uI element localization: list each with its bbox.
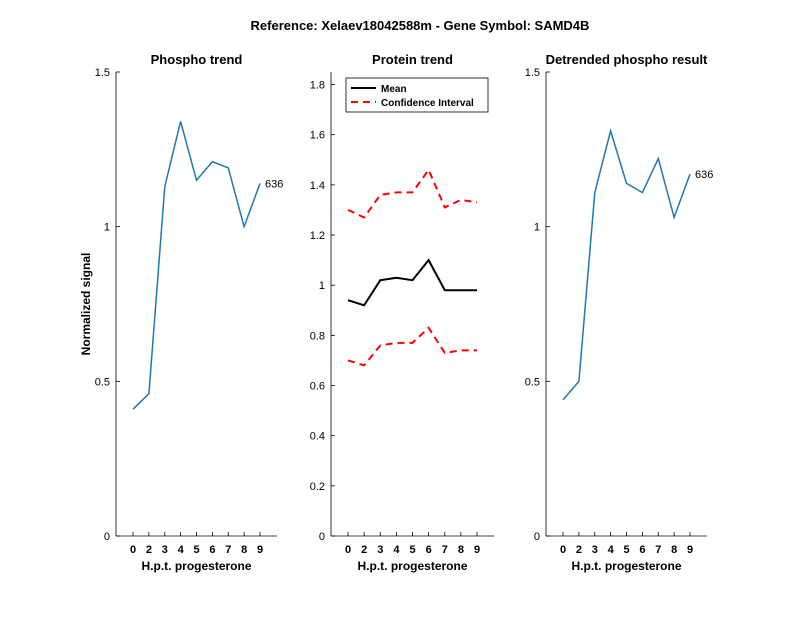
phospho-trend-xtick-label: 9 xyxy=(257,544,263,556)
protein-trend-title: Protein trend xyxy=(372,52,453,67)
protein-trend-ytick-label: 1.4 xyxy=(310,180,325,192)
detrended-phospho-xtick-label: 4 xyxy=(608,544,615,556)
detrended-phospho-xtick-label: 8 xyxy=(671,544,677,556)
phospho-trend-xtick-label: 2 xyxy=(146,544,152,556)
phospho-trend-series-line-0 xyxy=(132,121,261,410)
protein-trend-xtick-label: 6 xyxy=(426,544,432,556)
phospho-trend-xtick-label: 4 xyxy=(178,544,185,556)
detrended-phospho-xtick-label: 0 xyxy=(560,544,566,556)
protein-trend-xtick-label: 0 xyxy=(345,544,351,556)
detrended-phospho-ytick-label: 0 xyxy=(534,531,540,543)
protein-trend-xtick-label: 2 xyxy=(361,544,367,556)
detrended-phospho-ytick-label: 1 xyxy=(534,222,540,234)
phospho-trend-ytick-label: 1 xyxy=(104,222,110,234)
protein-trend-series-line-2 xyxy=(347,326,477,367)
protein-trend-ytick-label: 0.4 xyxy=(310,431,325,443)
detrended-phospho-ytick-label: 1.5 xyxy=(525,67,540,79)
figure-title: Reference: Xelaev18042588m - Gene Symbol… xyxy=(251,18,590,33)
protein-trend-ytick-label: 0.2 xyxy=(310,481,325,493)
protein-trend-xtick-label: 7 xyxy=(442,544,448,556)
protein-trend-series-mean xyxy=(347,258,477,307)
detrended-phospho-title: Detrended phospho result xyxy=(546,52,708,67)
protein-trend-ytick-label: 0.8 xyxy=(310,330,325,342)
phospho-trend-ytick-label: 0 xyxy=(104,531,110,543)
protein-trend-legend xyxy=(345,77,489,113)
protein-trend-legend-label: Confidence Interval xyxy=(381,98,474,109)
protein-trend-ytick-label: 0.6 xyxy=(310,381,325,393)
detrended-phospho-xtick-label: 9 xyxy=(687,544,693,556)
phospho-trend-xtick-label: 3 xyxy=(162,544,168,556)
protein-trend-ytick-label: 1.2 xyxy=(310,230,325,242)
protein-trend-ytick-label: 0 xyxy=(319,531,325,543)
phospho-trend-xtick-label: 5 xyxy=(193,544,199,556)
protein-trend-xlabel: H.p.t. progesterone xyxy=(357,559,467,573)
phospho-trend-title: Phospho trend xyxy=(151,52,243,67)
protein-trend-series-confidence-interval xyxy=(347,167,478,219)
phospho-trend-ytick-label: 1.5 xyxy=(95,67,110,79)
phospho-trend-xtick-label: 8 xyxy=(241,544,247,556)
detrended-phospho-xtick-label: 6 xyxy=(639,544,645,556)
detrended-phospho-xtick-label: 5 xyxy=(623,544,629,556)
detrended-phospho-xtick-label: 2 xyxy=(576,544,582,556)
detrended-phospho-series-line-0 xyxy=(562,128,691,401)
protein-trend-xtick-label: 8 xyxy=(458,544,464,556)
phospho-trend-xtick-label: 0 xyxy=(130,544,136,556)
protein-trend-ytick-label: 1.8 xyxy=(310,80,325,92)
protein-trend-xtick-label: 5 xyxy=(409,544,415,556)
phospho-trend-end-label: 636 xyxy=(265,178,283,190)
protein-trend-xtick-label: 3 xyxy=(377,544,383,556)
protein-trend-panel: 00.20.40.60.811.21.41.61.80 2 3 4 5 6 7 8 9Prote… xyxy=(310,52,494,573)
phospho-trend-ytick-label: 0.5 xyxy=(95,376,110,388)
protein-trend-xtick-label: 4 xyxy=(393,544,400,556)
protein-trend-legend-label: Mean xyxy=(381,84,407,95)
detrended-phospho-xtick-label: 7 xyxy=(655,544,661,556)
protein-trend-xtick-label: 9 xyxy=(474,544,480,556)
detrended-phospho-xtick-label: 3 xyxy=(592,544,598,556)
phospho-trend-xlabel: H.p.t. progesterone xyxy=(141,559,251,573)
phospho-trend-xtick-label: 6 xyxy=(209,544,215,556)
protein-trend-ytick-label: 1 xyxy=(319,280,325,292)
phospho-trend-xtick-label: 7 xyxy=(225,544,231,556)
protein-trend-ytick-label: 1.6 xyxy=(310,130,325,142)
phospho-trend-ylabel: Normalized signal xyxy=(79,253,93,356)
detrended-phospho-ytick-label: 0.5 xyxy=(525,376,540,388)
detrended-phospho-xlabel: H.p.t. progesterone xyxy=(571,559,681,573)
detrended-phospho-end-label: 636 xyxy=(695,169,713,181)
